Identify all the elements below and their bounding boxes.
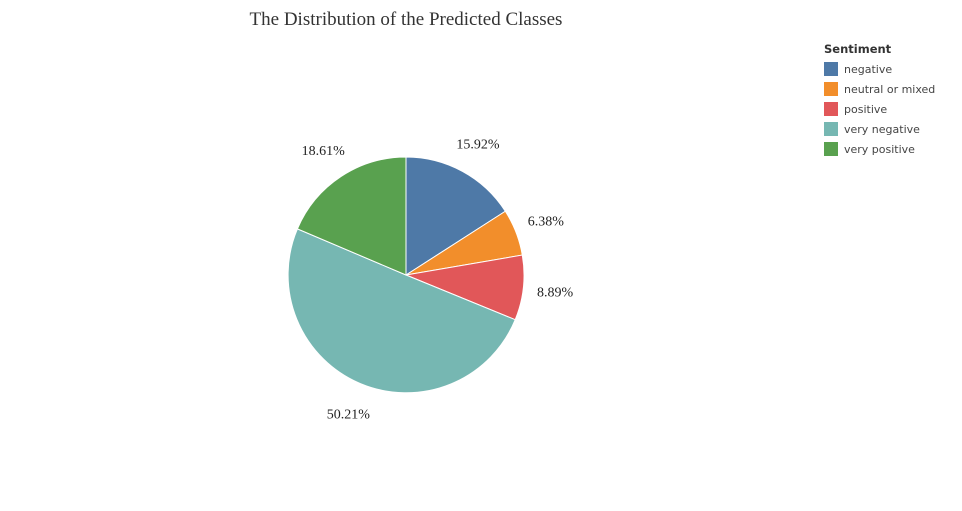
pie-slice-negative[interactable] xyxy=(405,156,507,276)
legend-swatch xyxy=(824,142,838,156)
pie-label-neutral-or-mixed: 6.38% xyxy=(528,215,565,230)
legend-item-positive[interactable]: positive xyxy=(824,99,935,119)
chart-title: The Distribution of the Predicted Classe… xyxy=(250,9,563,30)
legend-swatch xyxy=(824,102,838,116)
pie-label-very-negative: 50.21% xyxy=(327,407,371,422)
pie-label-very-positive: 18.61% xyxy=(302,144,346,159)
legend-label: negative xyxy=(844,62,893,76)
legend-label: neutral or mixed xyxy=(844,82,936,96)
pie-slice-very-positive[interactable] xyxy=(296,156,407,276)
legend-item-neutral-or-mixed[interactable]: neutral or mixed xyxy=(824,79,935,99)
legend-label: positive xyxy=(844,102,888,116)
legend-swatch xyxy=(824,122,838,136)
legend-item-negative[interactable]: negative xyxy=(824,59,935,79)
pie-slices xyxy=(287,156,525,394)
legend-title: Sentiment xyxy=(824,42,892,56)
legend-label: very negative xyxy=(844,122,920,136)
pie-slice-very-negative[interactable] xyxy=(287,228,516,394)
legend-swatch xyxy=(824,62,838,76)
legend: Sentiment negative neutral or mixed positi… xyxy=(824,42,935,159)
legend-label: very positive xyxy=(844,142,915,156)
pie-label-positive: 8.89% xyxy=(537,285,574,300)
pie-label-negative: 15.92% xyxy=(456,137,500,152)
legend-items: negative neutral or mixed positive very neg… xyxy=(824,59,935,159)
pie-labels: 15.92% 6.38% 8.89% 50.21% 18.61% xyxy=(302,137,574,422)
legend-swatch xyxy=(824,82,838,96)
legend-item-very-negative[interactable]: very negative xyxy=(824,119,935,139)
legend-item-very-positive[interactable]: very positive xyxy=(824,139,935,159)
